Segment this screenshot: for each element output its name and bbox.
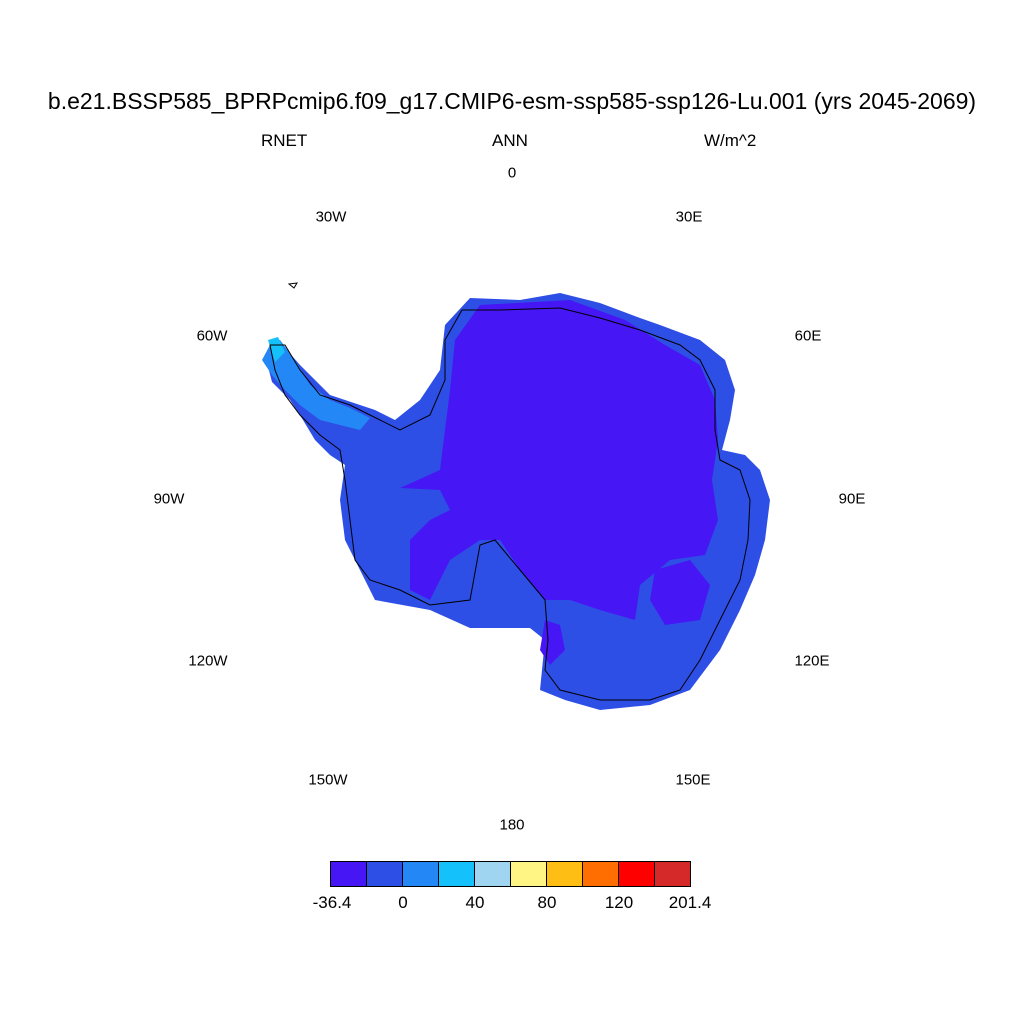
peninsula-region [262, 340, 370, 430]
coastline [269, 307, 751, 701]
colorbar-cell-6 [547, 862, 583, 886]
interior-low-patch [650, 560, 710, 625]
interior-low-region [400, 300, 718, 620]
lon-label-30e: 30E [675, 208, 703, 226]
colorbar-cell-4 [475, 862, 511, 886]
colorbar-cell-1 [367, 862, 403, 886]
lon-label-120e: 120E [794, 652, 830, 670]
peninsula-light-region [268, 337, 285, 362]
colorbar-cell-3 [439, 862, 475, 886]
lon-label-180: 180 [499, 816, 525, 834]
colorbar-label-80: 80 [537, 893, 557, 912]
lon-label-90e: 90E [838, 490, 866, 508]
units-label: W/m^2 [704, 131, 757, 150]
colorbar-label-max: 201.4 [668, 893, 712, 912]
colorbar-cell-2 [403, 862, 439, 886]
coastline-island [287, 282, 298, 289]
colorbar [330, 861, 691, 887]
plot-title: b.e21.BSSP585_BPRPcmip6.f09_g17.CMIP6-es… [47, 88, 977, 114]
colorbar-cell-7 [583, 862, 619, 886]
lon-label-150w: 150W [308, 771, 348, 789]
lon-label-0: 0 [507, 164, 517, 182]
season-label: ANN [492, 131, 528, 150]
lon-label-150e: 150E [675, 771, 711, 789]
colorbar-cell-8 [619, 862, 655, 886]
colorbar-cell-0 [331, 862, 367, 886]
colorbar-label-120: 120 [604, 893, 634, 912]
colorbar-cell-9 [655, 862, 690, 886]
colorbar-cell-5 [511, 862, 547, 886]
lon-label-120w: 120W [188, 652, 228, 670]
colorbar-label-40: 40 [465, 893, 485, 912]
colorbar-label-min: -36.4 [312, 893, 352, 912]
colorbar-label-0: 0 [398, 893, 408, 912]
variable-label: RNET [261, 131, 308, 150]
lon-label-60e: 60E [794, 327, 822, 345]
lon-label-30w: 30W [315, 208, 347, 226]
lon-label-60w: 60W [196, 327, 228, 345]
lon-label-90w: 90W [153, 490, 185, 508]
